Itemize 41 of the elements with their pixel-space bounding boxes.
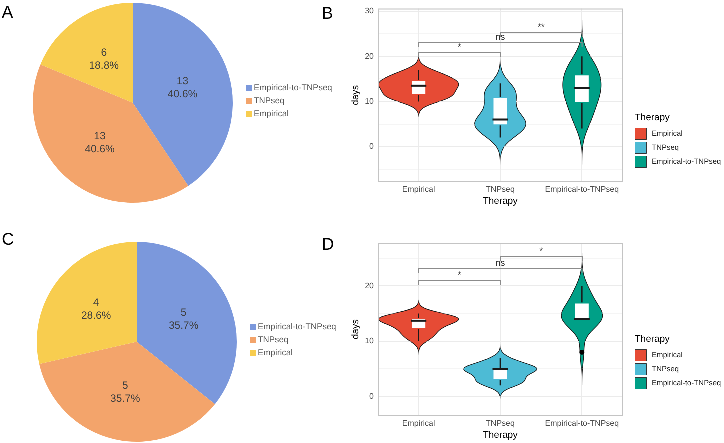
x-tick-label: TNPseq <box>486 185 515 194</box>
chart-title: C <box>2 230 14 249</box>
data-label: 4 28.6% <box>81 296 112 322</box>
legend-title: Therapy <box>635 334 670 346</box>
y-axis-title: days <box>350 319 362 340</box>
annotation: ** <box>538 22 545 32</box>
annotation: ns <box>496 32 506 42</box>
x-tick-label: Empirical-to-TNPseq <box>545 419 620 428</box>
y-tick-label: 0 <box>370 142 375 152</box>
x-axis-title: Therapy <box>483 196 518 207</box>
x-tick-label: Empirical <box>402 419 436 428</box>
annotation: * <box>540 246 544 256</box>
annotation: ns <box>496 258 506 268</box>
x-axis-title: Therapy <box>483 430 518 441</box>
x-tick-label: Empirical-to-TNPseq <box>545 185 620 194</box>
legend-label: Empirical <box>254 108 290 118</box>
y-tick-label: 10 <box>365 96 375 106</box>
chart-title: A <box>2 3 14 22</box>
annotation: * <box>458 270 462 280</box>
data-label: 5 35.7% <box>168 306 199 332</box>
y-tick-label: 20 <box>365 281 375 290</box>
data-label: 6 18.8% <box>89 47 119 72</box>
chart-title: B <box>322 4 334 23</box>
data-label: 13 40.6% <box>168 75 198 100</box>
x-tick-label: TNPseq <box>486 419 515 428</box>
chart-title: D <box>322 235 334 254</box>
data-label: 13 40.6% <box>85 130 115 156</box>
legend-label: Empirical-to-TNPseq <box>254 82 333 92</box>
legend-label: TNPseq <box>258 334 289 344</box>
x-tick-label: Empirical <box>402 185 436 194</box>
y-tick-label: 0 <box>370 392 375 401</box>
legend-title: Therapy <box>635 112 670 124</box>
data-label: 5 35.7% <box>110 380 140 406</box>
y-tick-label: 10 <box>365 336 375 346</box>
y-axis-title: days <box>350 85 362 106</box>
y-tick-label: 30 <box>365 6 375 16</box>
legend-label: Empirical <box>258 347 294 358</box>
annotation: * <box>458 42 462 52</box>
y-tick-label: 20 <box>365 52 375 61</box>
legend-label: Empirical-to-TNPseq <box>258 321 337 332</box>
legend-label: TNPseq <box>254 95 285 106</box>
